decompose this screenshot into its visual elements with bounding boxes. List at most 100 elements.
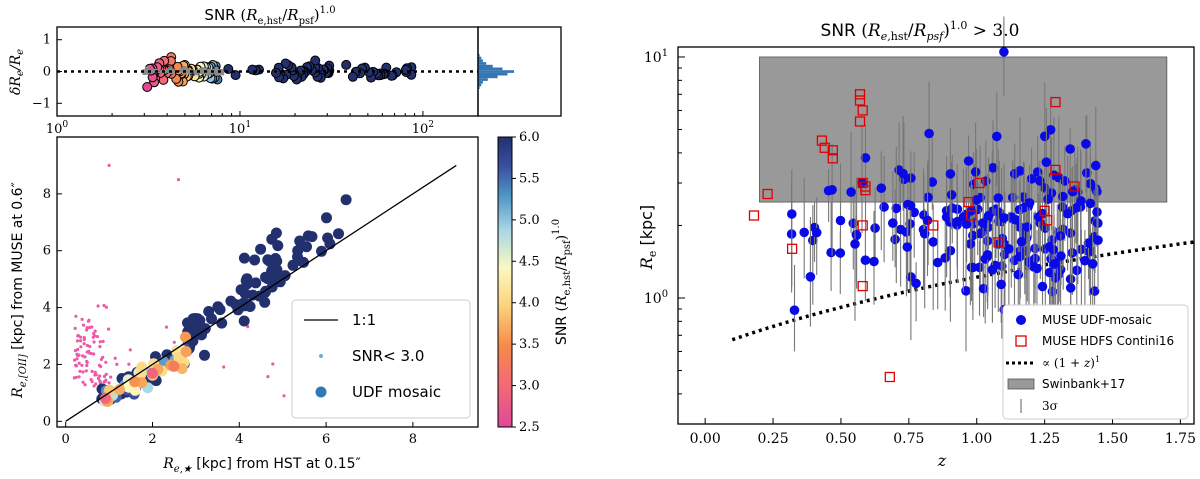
udf-mosaic-point-c bbox=[1029, 262, 1039, 272]
histogram-bar bbox=[478, 86, 480, 89]
udf-mosaic-point-c bbox=[974, 262, 985, 273]
udf-mosaic-point-c bbox=[924, 128, 934, 139]
histogram-bar bbox=[478, 70, 514, 73]
low-snr-point bbox=[113, 356, 117, 360]
hdfs-point bbox=[1050, 164, 1061, 176]
size-comparison-ylabel: Re,[OII] [kpc] from MUSE at 0.6″ bbox=[10, 182, 29, 399]
udf-mosaic-point-c bbox=[890, 234, 900, 245]
udf-mosaic-point-c bbox=[946, 190, 957, 200]
legend-marker-udf-mosaic bbox=[1016, 315, 1026, 325]
legend-box bbox=[291, 299, 471, 419]
udf-mosaic-point-c bbox=[799, 227, 809, 238]
size-comparison-xtick-label: 2 bbox=[148, 432, 156, 447]
residual-low-snr-point bbox=[159, 69, 164, 74]
udf-mosaic-point-c bbox=[971, 195, 982, 205]
low-snr-point bbox=[93, 370, 97, 374]
residual-low-snr-point bbox=[205, 71, 210, 76]
low-snr-point bbox=[85, 359, 89, 363]
udf-mosaic-point-c bbox=[1024, 198, 1035, 208]
udf-mosaic-point bbox=[114, 384, 125, 395]
udf-mosaic-point bbox=[240, 275, 252, 287]
udf-mosaic-point-c bbox=[927, 177, 938, 187]
residual-point bbox=[271, 67, 281, 78]
udf-mosaic-point bbox=[340, 194, 352, 206]
udf-mosaic-point bbox=[235, 284, 247, 296]
residual-xtick-label-exp: 2 bbox=[428, 120, 434, 130]
legend-marker-low-snr bbox=[319, 354, 323, 358]
udf-mosaic-point-c bbox=[879, 202, 889, 212]
low-snr-point bbox=[86, 319, 90, 323]
size-redshift-ytick-label: 101 bbox=[644, 48, 668, 66]
residual-low-snr-point bbox=[152, 68, 157, 73]
hdfs-point bbox=[827, 145, 838, 156]
udf-mosaic-point-c bbox=[1056, 251, 1066, 261]
low-snr-point bbox=[107, 327, 111, 331]
udf-mosaic-point-c bbox=[1045, 125, 1056, 135]
udf-mosaic-point bbox=[271, 264, 283, 276]
udf-mosaic-point-c bbox=[928, 237, 938, 247]
udf-mosaic-point bbox=[146, 367, 158, 379]
hdfs-point bbox=[1050, 96, 1061, 108]
udf-mosaic-point-c bbox=[963, 156, 974, 166]
udf-mosaic-point-c bbox=[970, 167, 981, 177]
low-snr-point bbox=[81, 380, 85, 384]
udf-mosaic-point-c bbox=[1043, 194, 1053, 204]
udf-mosaic-point-c bbox=[993, 193, 1004, 203]
udf-mosaic-point-c bbox=[811, 227, 822, 238]
residual-low-snr-point bbox=[145, 69, 150, 74]
udf-mosaic-point bbox=[321, 212, 332, 224]
size-redshift-panel: SNR (Re,hst/Rpsf)1.0 > 3.0 0.00 0.25 0.50 0… bbox=[637, 16, 1196, 470]
udf-mosaic-point-c bbox=[1093, 235, 1103, 245]
size-redshift-ytick-label: 100 bbox=[644, 289, 668, 307]
histogram-bar bbox=[478, 72, 508, 76]
udf-mosaic-point-c bbox=[965, 239, 976, 249]
residual-low-snr-point bbox=[212, 69, 217, 74]
low-snr-point bbox=[83, 383, 87, 387]
size-comparison-ytick-label: 2 bbox=[43, 357, 51, 372]
hdfs-point bbox=[748, 210, 760, 221]
low-snr-point bbox=[82, 336, 86, 340]
low-snr-point bbox=[77, 375, 81, 379]
size-comparison-xtick-label: 4 bbox=[235, 432, 243, 447]
udf-mosaic-point-c bbox=[787, 209, 797, 219]
udf-mosaic-point-c bbox=[1076, 196, 1086, 206]
low-snr-point bbox=[271, 362, 275, 366]
residual-low-snr-point bbox=[163, 69, 168, 74]
size-redshift-xtick-label: 0.25 bbox=[757, 431, 788, 447]
size-comparison-legend: 1:1 SNR< 3.0 UDF mosaic bbox=[291, 299, 471, 419]
low-snr-point bbox=[99, 364, 103, 369]
hdfs-point bbox=[963, 196, 974, 208]
udf-mosaic-point-c bbox=[869, 256, 879, 267]
udf-mosaic-point-c bbox=[988, 163, 998, 173]
udf-mosaic-point bbox=[212, 301, 224, 313]
residual-ticks: 100 101 102−101 bbox=[32, 33, 434, 137]
udf-mosaic-point-c bbox=[1041, 157, 1052, 167]
residual-low-snr-point bbox=[145, 66, 150, 71]
legend-label-hdfs: MUSE HDFS Contini16 bbox=[1042, 334, 1174, 348]
marginal-histogram bbox=[478, 54, 514, 89]
udf-mosaic-point bbox=[271, 255, 283, 267]
low-snr-point bbox=[101, 339, 105, 343]
low-snr-point bbox=[92, 331, 96, 336]
size-comparison-ticks: 0 2 4 6 8 0 2 4 6 8 bbox=[43, 187, 417, 447]
colorbar-ticks: 2.5 3.0 3.5 4.0 4.5 5.0 5.5 6.0 bbox=[512, 130, 540, 435]
low-snr-point bbox=[176, 178, 181, 182]
low-snr-point bbox=[172, 340, 176, 344]
udf-mosaic-point-c bbox=[1065, 283, 1076, 293]
residual-xtick-label-base: 10 bbox=[46, 122, 63, 137]
low-snr-point bbox=[74, 314, 78, 318]
residual-ylabel: δRe/Re bbox=[8, 49, 26, 95]
udf-mosaic-point bbox=[259, 296, 271, 308]
udf-mosaic-point-c bbox=[922, 215, 933, 226]
low-snr-point bbox=[75, 339, 80, 343]
udf-mosaic-point-c bbox=[1016, 237, 1027, 247]
low-snr-point bbox=[266, 375, 270, 379]
legend-label-errorbar: 3σ bbox=[1042, 399, 1058, 413]
residual-xtick-label-base: 10 bbox=[229, 122, 246, 137]
histogram-bar bbox=[478, 56, 482, 60]
low-snr-point bbox=[79, 345, 83, 349]
udf-mosaic-point-c bbox=[947, 203, 958, 213]
low-snr-point bbox=[128, 348, 132, 352]
udf-mosaic-point bbox=[196, 329, 207, 341]
udf-mosaic-point-c bbox=[846, 187, 856, 197]
